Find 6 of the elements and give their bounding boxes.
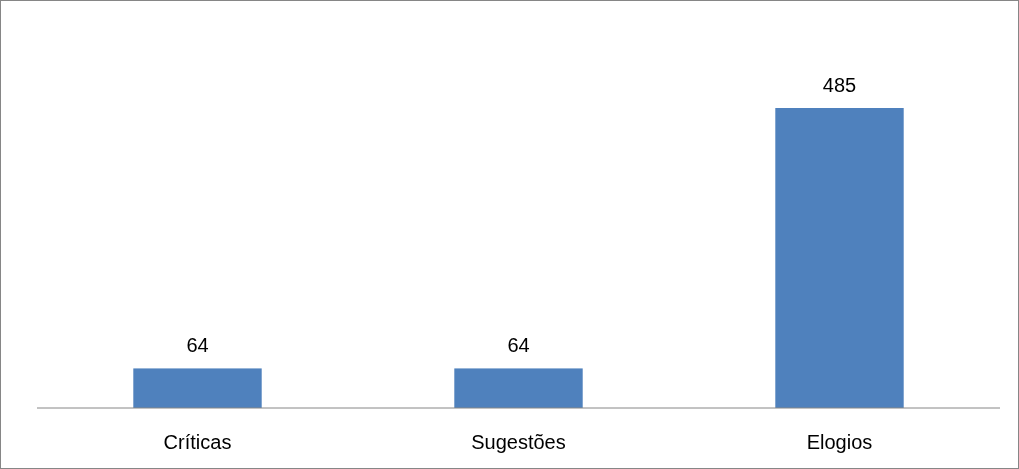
x-tick-label: Elogios <box>806 431 873 453</box>
x-tick-label: Sugestões <box>471 431 566 453</box>
x-tick-label: Críticas <box>163 431 232 453</box>
data-label: 64 <box>507 334 530 357</box>
data-label: 485 <box>822 74 857 96</box>
data-label: 64 <box>186 334 209 357</box>
